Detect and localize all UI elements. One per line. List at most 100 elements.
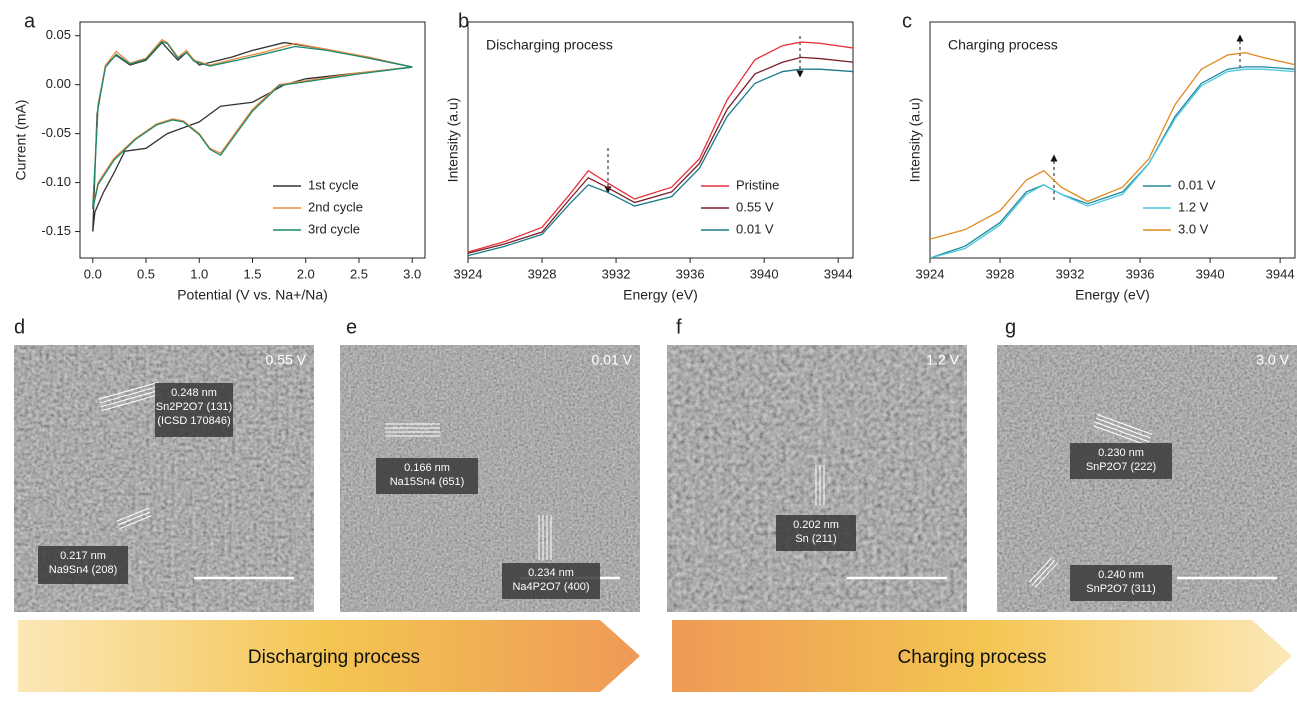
arrow-label: Discharging process <box>248 647 420 668</box>
x-tick-label: 3924 <box>454 266 483 281</box>
plot-title: Discharging process <box>486 37 613 53</box>
annotation-text: SnP2O7 (311) <box>1086 583 1156 595</box>
annotation-text: Na9Sn4 (208) <box>49 564 118 576</box>
lattice-fringe <box>1094 421 1150 443</box>
voltage-label: 3.0 V <box>1256 352 1289 368</box>
x-tick-label: 3944 <box>1266 266 1295 281</box>
x-tick-label: 3924 <box>916 266 945 281</box>
x-tick-label: 3944 <box>824 266 853 281</box>
legend-label: 0.55 V <box>736 199 774 214</box>
legend-label: 2nd cycle <box>308 199 363 214</box>
legend-label: Pristine <box>736 177 779 192</box>
lattice-fringe <box>1095 417 1151 439</box>
annotation-text: 0.166 nm <box>404 462 450 474</box>
lattice-fringe <box>117 511 151 526</box>
x-tick-label: 2.5 <box>350 266 368 281</box>
panel-label: e <box>346 316 357 338</box>
x-axis-label: Potential (V vs. Na+/Na) <box>177 287 328 303</box>
annotation-text: 0.234 nm <box>528 567 574 579</box>
legend-label: 0.01 V <box>736 221 774 236</box>
data-line <box>92 41 413 232</box>
lattice-fringe <box>1092 425 1149 447</box>
plot-frame <box>929 21 1296 259</box>
voltage-label: 1.2 V <box>926 352 959 368</box>
y-tick-label: 0.00 <box>46 76 71 91</box>
panel-label: f <box>676 316 682 338</box>
x-tick-label: 2.0 <box>297 266 315 281</box>
voltage-label: 0.55 V <box>266 352 307 368</box>
annotation-text: (ICSD 170846) <box>157 415 230 427</box>
annotation-text: 0.202 nm <box>793 519 839 531</box>
arrow-label: Charging process <box>898 647 1047 668</box>
x-tick-label: 3928 <box>528 266 557 281</box>
x-tick-label: 3940 <box>1196 266 1225 281</box>
x-tick-label: 3.0 <box>403 266 421 281</box>
process-arrow <box>672 620 1292 692</box>
annotation-box <box>1070 565 1172 601</box>
annotation-text: 0.248 nm <box>171 387 217 399</box>
y-axis-label: Current (mA) <box>13 100 29 181</box>
panel-label: g <box>1005 316 1016 338</box>
panel-label: b <box>458 10 469 32</box>
annotation-box <box>155 383 233 437</box>
y-axis-label: Intensity (a.u) <box>445 98 461 183</box>
lattice-fringe <box>116 507 149 522</box>
data-line <box>92 40 413 210</box>
y-axis-label: Intensity (a.u) <box>907 98 923 183</box>
x-tick-label: 3932 <box>1056 266 1085 281</box>
micrograph <box>667 345 967 612</box>
panel-label: d <box>14 316 25 338</box>
x-axis-label: Energy (eV) <box>1075 287 1150 303</box>
x-axis-label: Energy (eV) <box>623 287 698 303</box>
x-tick-label: 3936 <box>676 266 705 281</box>
lattice-fringe <box>98 381 159 400</box>
y-tick-label: 0.05 <box>46 27 71 42</box>
lattice-fringe <box>1034 562 1059 589</box>
legend-label: 1st cycle <box>308 177 359 192</box>
legend-label: 3.0 V <box>1178 221 1209 236</box>
annotation-text: Sn (211) <box>795 533 836 545</box>
lattice-fringe <box>99 385 160 404</box>
panel-label: a <box>24 10 36 32</box>
lattice-fringe <box>101 393 162 412</box>
data-line <box>92 38 413 208</box>
x-tick-label: 1.5 <box>243 266 261 281</box>
x-tick-label: 3932 <box>602 266 631 281</box>
process-arrow <box>18 620 640 692</box>
voltage-label: 0.01 V <box>592 352 633 368</box>
legend-label: 0.01 V <box>1178 177 1216 192</box>
x-tick-label: 3940 <box>750 266 779 281</box>
annotation-text: SnP2O7 (222) <box>1086 461 1156 473</box>
y-tick-label: -0.10 <box>41 174 71 189</box>
y-tick-label: -0.15 <box>41 223 71 238</box>
x-tick-label: 3936 <box>1126 266 1155 281</box>
data-line <box>930 52 1295 240</box>
annotation-text: Na15Sn4 (651) <box>390 476 465 488</box>
annotation-box <box>776 515 856 551</box>
lattice-fringe <box>1028 556 1053 583</box>
lattice-fringe <box>119 515 152 530</box>
data-line <box>930 66 1295 258</box>
annotation-box <box>38 546 128 584</box>
legend-label: 1.2 V <box>1178 199 1209 214</box>
annotation-box <box>376 458 478 494</box>
legend-label: 3rd cycle <box>308 221 360 236</box>
plot-title: Charging process <box>948 37 1058 53</box>
annotation-box <box>1070 443 1172 479</box>
plot-frame <box>467 21 854 259</box>
annotation-box <box>502 563 600 599</box>
annotation-text: 0.240 nm <box>1098 569 1144 581</box>
data-line <box>930 68 1295 258</box>
data-line <box>468 68 853 257</box>
data-line <box>468 41 853 253</box>
panel-label: c <box>902 10 912 32</box>
annotation-text: Na4P2O7 (400) <box>512 581 589 593</box>
annotation-text: 0.230 nm <box>1098 447 1144 459</box>
lattice-fringe <box>1096 413 1153 435</box>
annotation-text: Sn2P2O7 (131) <box>156 401 232 413</box>
x-tick-label: 3928 <box>986 266 1015 281</box>
x-tick-label: 0.5 <box>137 266 155 281</box>
data-line <box>468 56 853 254</box>
micrograph-shade <box>667 345 967 612</box>
lattice-fringe <box>100 389 161 408</box>
